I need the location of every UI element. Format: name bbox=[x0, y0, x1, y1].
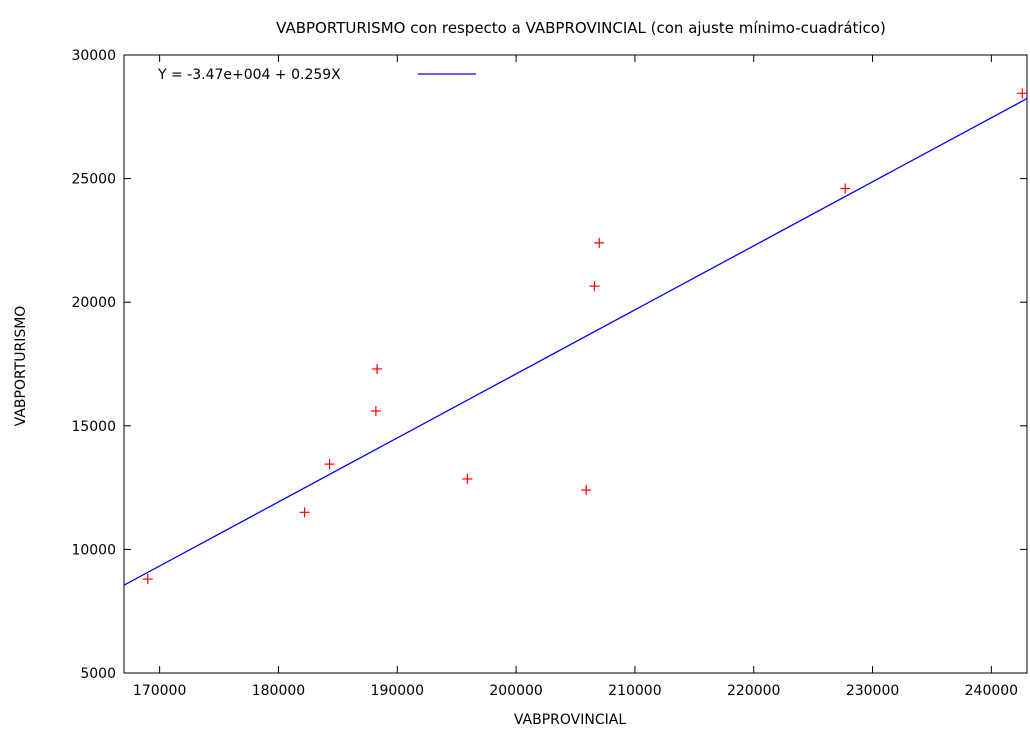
y-tick-label: 25000 bbox=[71, 172, 116, 188]
data-point bbox=[299, 507, 310, 518]
x-axis-label: VABPROVINCIAL bbox=[514, 712, 626, 728]
x-tick-label: 220000 bbox=[727, 683, 780, 699]
data-point bbox=[324, 459, 335, 470]
legend-label: Y = -3.47e+004 + 0.259X bbox=[157, 67, 341, 83]
x-tick-label: 180000 bbox=[252, 683, 305, 699]
data-point bbox=[462, 473, 473, 484]
data-point bbox=[1017, 88, 1028, 99]
data-point bbox=[581, 485, 592, 496]
points-layer bbox=[142, 88, 1028, 585]
x-axis: 170000 180000 190000 200000 210000 220000 2300… bbox=[133, 55, 1018, 699]
y-tick-label: 10000 bbox=[71, 542, 116, 558]
fit-line bbox=[123, 98, 1028, 586]
y-tick-label: 5000 bbox=[80, 666, 116, 682]
y-tick-label: 15000 bbox=[71, 419, 116, 435]
y-tick-label: 20000 bbox=[71, 295, 116, 311]
data-point bbox=[370, 405, 381, 416]
fit-line-layer bbox=[123, 98, 1028, 586]
data-point bbox=[372, 363, 383, 374]
data-point bbox=[589, 281, 600, 292]
data-point bbox=[142, 574, 153, 585]
y-axis-label: VABPORTURISMO bbox=[13, 306, 29, 427]
x-tick-label: 210000 bbox=[608, 683, 661, 699]
y-tick-label: 30000 bbox=[71, 48, 116, 64]
y-axis: 5000 10000 15000 20000 25000 30000 bbox=[71, 48, 1027, 682]
x-tick-label: 200000 bbox=[489, 683, 542, 699]
plot-frame bbox=[123, 54, 1028, 674]
legend: Y = -3.47e+004 + 0.259X bbox=[157, 67, 476, 83]
x-tick-label: 240000 bbox=[965, 683, 1018, 699]
plot-border bbox=[123, 54, 1028, 674]
x-tick-label: 170000 bbox=[133, 683, 186, 699]
data-point bbox=[594, 237, 605, 248]
chart-title: VABPORTURISMO con respecto a VABPROVINCI… bbox=[276, 19, 886, 37]
x-tick-label: 230000 bbox=[846, 683, 899, 699]
data-point bbox=[840, 183, 851, 194]
x-tick-label: 190000 bbox=[371, 683, 424, 699]
